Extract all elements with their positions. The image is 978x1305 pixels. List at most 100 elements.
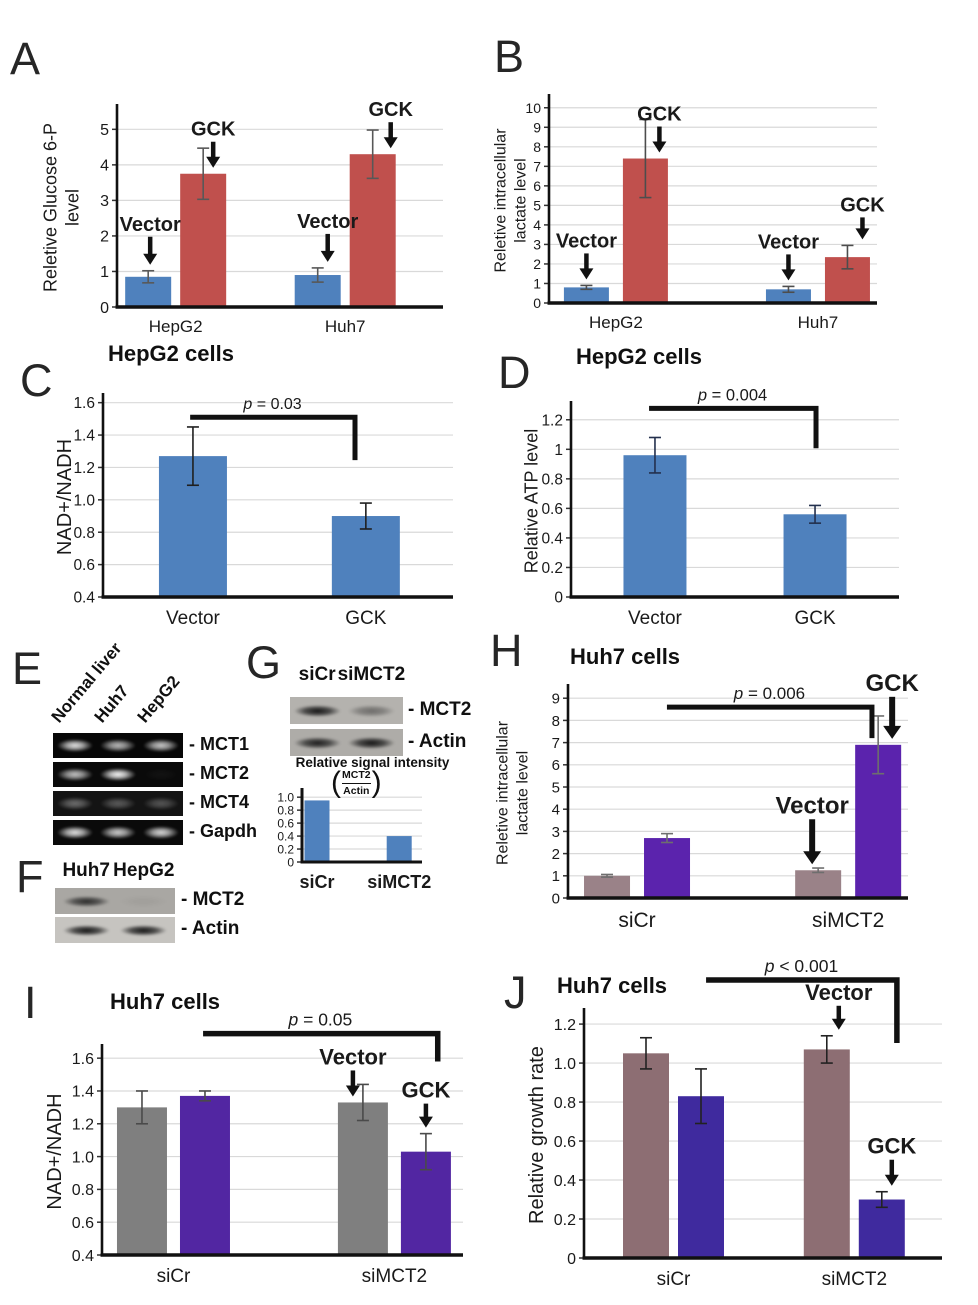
gel-row-label-actin: - Actin xyxy=(408,730,467,752)
gel-band xyxy=(347,736,395,749)
y-tick-label: 0 xyxy=(552,890,560,907)
y-tick-label: 0.6 xyxy=(554,1134,576,1151)
x-category-label: Vector xyxy=(628,608,683,629)
gel-band xyxy=(100,797,136,810)
lane-label-simct2: siMCT2 xyxy=(337,664,406,685)
annotation-arrowhead xyxy=(652,141,667,153)
y-tick-label: 8 xyxy=(552,713,560,730)
bar-siCr-MCT2/Actin xyxy=(304,800,330,862)
panel-letter-F: F xyxy=(16,851,44,902)
y-tick-label: 3 xyxy=(533,236,541,252)
annotation-arrowhead xyxy=(831,1018,846,1030)
y-tick-label: 1.6 xyxy=(73,395,95,412)
y-tick-label: 1.0 xyxy=(277,791,294,805)
signal-intensity-title: Relative signal intensity xyxy=(295,755,450,770)
gel-band xyxy=(57,739,94,752)
gel-row-label-mct4: - MCT4 xyxy=(189,792,249,813)
panel-letter-A: A xyxy=(10,33,41,84)
annotation-label-gck: GCK xyxy=(840,194,885,216)
mct2-actin-ratio: MCT2 Actin xyxy=(342,769,371,797)
y-tick-label: 1 xyxy=(100,264,109,281)
panel-letter-B: B xyxy=(494,31,525,82)
y-tick-label: 0.4 xyxy=(72,1248,94,1265)
p-value-label: p = 0.006 xyxy=(733,684,805,703)
bar-siMCT2-GCK xyxy=(858,1199,905,1258)
annotation-arrowhead xyxy=(383,137,398,149)
y-tick-label: 0.6 xyxy=(73,557,95,574)
annotation-arrowhead xyxy=(320,250,335,262)
y-tick-label: 3 xyxy=(100,193,109,210)
y-tick-label: 1 xyxy=(533,276,541,292)
bar-Vector-Relative ATP level xyxy=(623,455,687,597)
y-tick-label: 1 xyxy=(552,868,560,885)
y-tick-label: 1.2 xyxy=(72,1117,94,1134)
bar-siMCT2-Vector xyxy=(337,1102,388,1255)
chart-svg-G: 00.20.40.60.81.0 siCr siMCT2 xyxy=(277,788,431,892)
x-category-label: siMCT2 xyxy=(362,1266,427,1287)
y-axis-label: NAD+/NADH xyxy=(44,1093,66,1209)
x-category-label: siMCT2 xyxy=(367,872,431,892)
gel-band xyxy=(293,736,341,749)
panel-I-title: Huh7 cells xyxy=(110,989,221,1014)
bar-siCr-Vector xyxy=(584,875,631,898)
y-axis-label: NAD+/NADH xyxy=(54,439,76,555)
annotation-label-vector: Vector xyxy=(319,1044,387,1069)
annotation-arrowhead xyxy=(345,1085,360,1097)
y-tick-label: 3 xyxy=(552,824,560,841)
p-value-bracket xyxy=(706,977,900,1043)
gel-band xyxy=(100,826,136,839)
chart-svg-A: 0 1 2 3 4 5 HepG2 Huh7 Reletive Glucose 6-P level… xyxy=(40,99,443,336)
lane-label-huh7: Huh7 xyxy=(62,860,110,881)
annotation-arrowhead xyxy=(855,228,870,240)
fraction-bar xyxy=(342,782,371,784)
annotation-arrowhead xyxy=(883,725,902,739)
annotation-label-vector: Vector xyxy=(758,231,819,253)
y-tick-label: 0.8 xyxy=(277,803,294,817)
y-tick-label: 5 xyxy=(100,122,109,139)
panel-C-title: HepG2 cells xyxy=(108,341,234,366)
annotation-label-vector: Vector xyxy=(297,211,358,233)
y-tick-label: 0.2 xyxy=(541,560,563,577)
panel-letter-J: J xyxy=(504,967,527,1018)
y-tick-label: 0.4 xyxy=(554,1173,576,1190)
panel-letter-C: C xyxy=(20,355,53,406)
annotation-label-vector: Vector xyxy=(120,214,181,236)
annotation-arrowhead xyxy=(418,1116,433,1128)
gel-band xyxy=(347,704,395,717)
panel-H-chart: 0 1 2 3 4 5 6 7 8 9 siCr siMCT2 Reletive intracellul… xyxy=(490,640,970,940)
gel-band xyxy=(293,704,341,717)
bar-siMCT2-MCT2/Actin xyxy=(386,836,412,862)
gel-band xyxy=(57,768,94,781)
y-axis-label: Reletive intracellular xyxy=(493,128,510,273)
y-tick-label: 4 xyxy=(100,158,109,175)
gel-strip-mct2 xyxy=(290,697,403,724)
annotation-arrowhead xyxy=(781,269,796,281)
annotation-label-gck: GCK xyxy=(191,119,236,141)
y-tick-label: 5 xyxy=(533,197,541,213)
y-tick-label: 1 xyxy=(554,442,563,459)
chart-svg-D: 0 0.2 0.4 0.6 0.8 1 1.2 Vector GCK Relative ATP l… xyxy=(521,386,899,629)
panel-H-title: Huh7 cells xyxy=(570,644,681,669)
p-value-label: p < 0.001 xyxy=(764,956,838,976)
y-tick-label: 4 xyxy=(552,802,560,819)
ratio-numerator: MCT2 xyxy=(342,769,371,782)
gel-band xyxy=(142,739,179,752)
y-tick-label: 1.2 xyxy=(73,460,95,477)
y-tick-label: 0.2 xyxy=(554,1212,576,1229)
y-tick-label: 7 xyxy=(533,158,541,174)
p-value-label: p = 0.004 xyxy=(697,386,767,404)
y-tick-label: 0.4 xyxy=(541,531,563,548)
gel-band xyxy=(100,768,136,781)
panel-letter-H: H xyxy=(490,625,523,676)
y-tick-label: 6 xyxy=(533,178,541,194)
gel-band xyxy=(142,797,179,810)
bar-siCr-Vector xyxy=(116,1107,167,1255)
chart-svg-B: 0 1 2 3 4 5 6 7 8 9 10 HepG2 Huh7 Reletive intracellu… xyxy=(493,94,885,332)
y-axis-label: Reletive intracellular xyxy=(495,720,512,865)
gel-row-label-mct2: - MCT2 xyxy=(408,698,472,720)
y-axis-label: Relative growth rate xyxy=(526,1046,548,1224)
x-category-label: Huh7 xyxy=(798,313,839,332)
y-tick-label: 1.6 xyxy=(72,1051,94,1068)
chart-svg-I: 0.4 0.6 0.8 1.0 1.2 1.4 1.6 siCr siMCT2 NAD+/NADH… xyxy=(44,1010,463,1287)
gel-band xyxy=(120,895,168,907)
